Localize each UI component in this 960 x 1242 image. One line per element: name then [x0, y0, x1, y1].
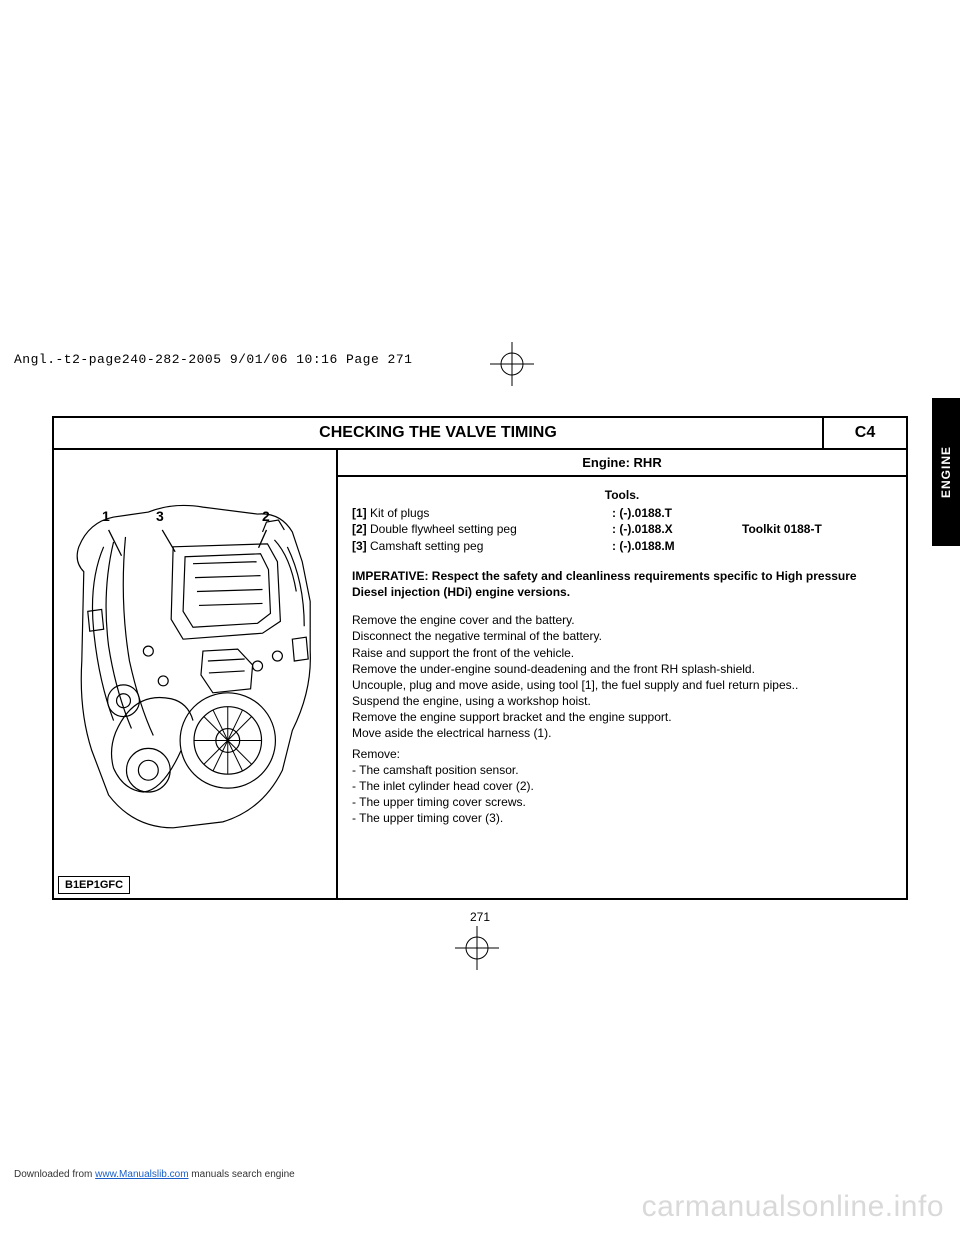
- callout-2: 2: [262, 508, 270, 524]
- tool-row-label: [3] Camshaft setting peg: [352, 538, 612, 554]
- callout-3: 3: [156, 508, 164, 524]
- step-text: Remove the under-engine sound-deadening …: [352, 661, 892, 677]
- engine-drawing: 1 3 2: [54, 450, 336, 872]
- remove-item: - The upper timing cover screws.: [352, 794, 892, 810]
- tool-row-code: : (-).0188.M: [612, 538, 742, 554]
- step-text: Move aside the electrical harness (1).: [352, 725, 892, 741]
- download-footer: Downloaded from www.Manualslib.com manua…: [14, 1169, 295, 1180]
- remove-item: - The upper timing cover (3).: [352, 810, 892, 826]
- page-number: 271: [0, 910, 960, 924]
- tools-heading: Tools.: [352, 487, 892, 503]
- watermark: carmanualsonline.info: [642, 1190, 944, 1224]
- callout-1: 1: [102, 508, 110, 524]
- remove-item: - The camshaft position sensor.: [352, 762, 892, 778]
- section-tab-engine: ENGINE: [932, 398, 960, 546]
- print-header: Angl.-t2-page240-282-2005 9/01/06 10:16 …: [14, 352, 412, 367]
- registration-mark-top: [490, 342, 534, 386]
- figure-code: B1EP1GFC: [58, 876, 130, 894]
- step-text: Remove the engine support bracket and th…: [352, 709, 892, 725]
- footer-text-a: Downloaded from: [14, 1169, 95, 1180]
- engine-subtitle: Engine: RHR: [338, 450, 906, 477]
- section-tab-label: ENGINE: [939, 446, 953, 498]
- content-frame: CHECKING THE VALVE TIMING C4: [52, 416, 908, 900]
- instruction-column: Engine: RHR Tools. [1] Kit of plugs : (-…: [338, 450, 906, 898]
- remove-label: Remove:: [352, 746, 892, 762]
- tool-row-label: [2] Double flywheel setting peg: [352, 521, 612, 537]
- step-text: Disconnect the negative terminal of the …: [352, 628, 892, 644]
- tool-row-kit: [742, 505, 892, 521]
- instruction-body: Tools. [1] Kit of plugs : (-).0188.T [2]…: [338, 477, 906, 841]
- remove-item: - The inlet cylinder head cover (2).: [352, 778, 892, 794]
- title-row: CHECKING THE VALVE TIMING C4: [54, 418, 906, 450]
- tool-row-kit: [742, 538, 892, 554]
- tool-row-kit: Toolkit 0188-T: [742, 521, 892, 537]
- registration-mark-bottom: [455, 926, 499, 975]
- page-title: CHECKING THE VALVE TIMING: [54, 418, 824, 448]
- step-text: Uncouple, plug and move aside, using too…: [352, 677, 892, 693]
- model-code: C4: [824, 418, 906, 448]
- tool-row-code: : (-).0188.T: [612, 505, 742, 521]
- figure-column: 1 3 2 B1EP1GFC: [54, 450, 338, 898]
- step-text: Remove the engine cover and the battery.: [352, 612, 892, 628]
- tools-table: [1] Kit of plugs : (-).0188.T [2] Double…: [352, 505, 892, 554]
- tool-row-code: : (-).0188.X: [612, 521, 742, 537]
- footer-text-b: manuals search engine: [189, 1169, 295, 1180]
- tool-row-label: [1] Kit of plugs: [352, 505, 612, 521]
- step-text: Suspend the engine, using a workshop hoi…: [352, 693, 892, 709]
- footer-link[interactable]: www.Manualslib.com: [95, 1169, 188, 1180]
- imperative-note: IMPERATIVE: Respect the safety and clean…: [352, 568, 892, 600]
- step-text: Raise and support the front of the vehic…: [352, 645, 892, 661]
